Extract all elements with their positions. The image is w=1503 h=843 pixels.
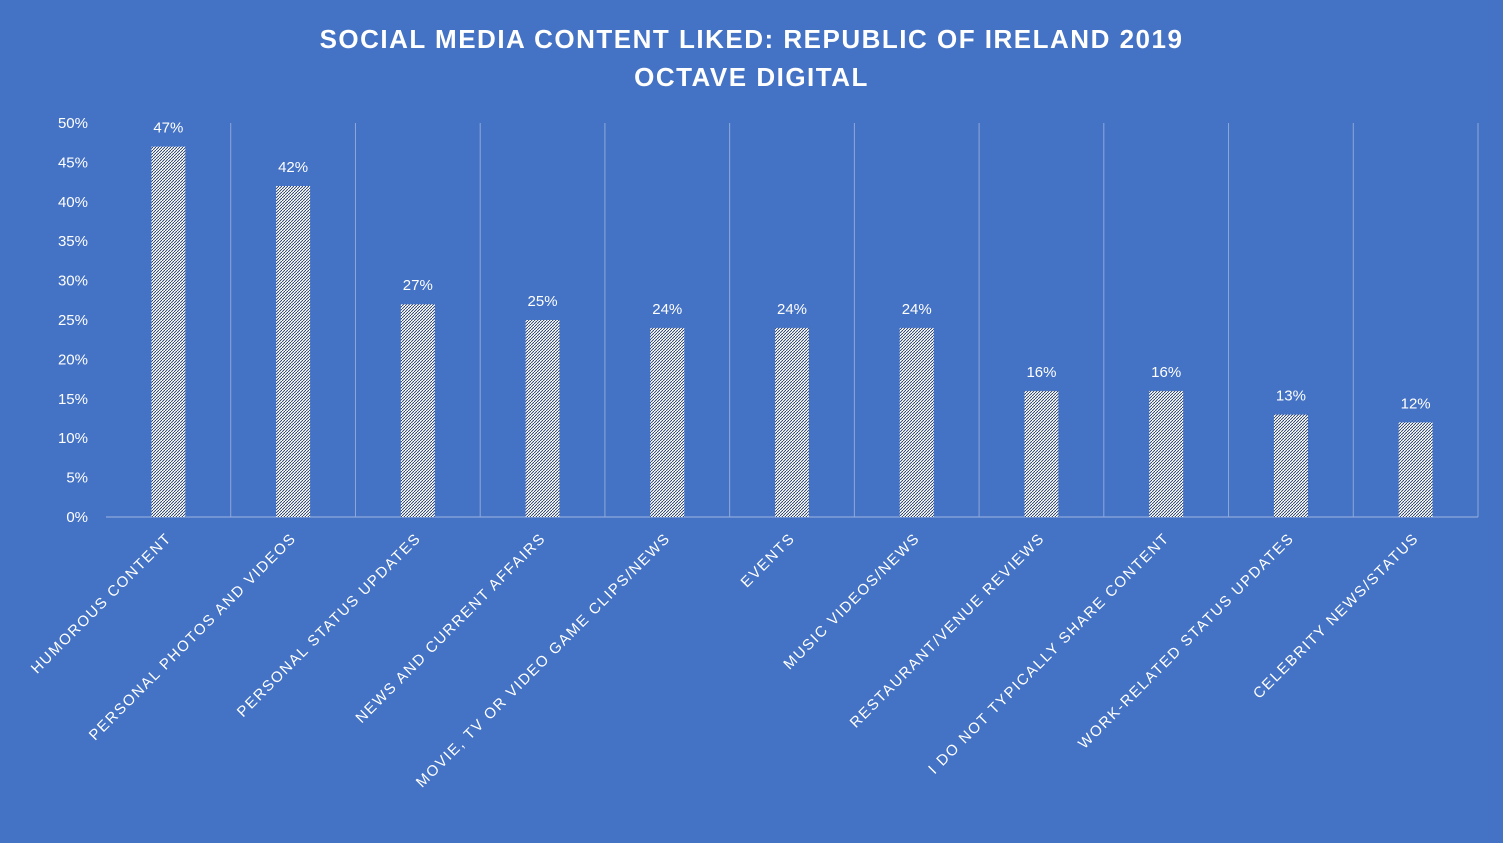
category-label: HUMOROUS CONTENT xyxy=(28,530,175,677)
data-labels: 47% 42% 27% 25% 24% 24% 24% 16% 16% 13% 12% xyxy=(153,120,1430,413)
data-label: 13% xyxy=(1276,388,1306,405)
y-tick-label: 40% xyxy=(58,194,88,211)
category-label: MOVIE, TV OR VIDEO GAME CLIPS/NEWS xyxy=(413,530,674,791)
y-tick-label: 5% xyxy=(66,470,88,487)
bar xyxy=(650,327,685,517)
bar xyxy=(400,304,435,517)
y-tick-label: 30% xyxy=(58,273,88,290)
bar xyxy=(1024,390,1059,517)
bar xyxy=(276,186,311,518)
y-tick-label: 25% xyxy=(58,312,88,329)
data-label: 25% xyxy=(528,293,558,310)
category-label: EVENTS xyxy=(738,530,799,591)
gridlines xyxy=(230,123,1479,517)
data-label: 16% xyxy=(1026,364,1056,381)
bar xyxy=(1149,390,1184,517)
data-label: 12% xyxy=(1401,395,1431,412)
y-tick-label: 10% xyxy=(58,430,88,447)
data-label: 24% xyxy=(652,301,682,318)
data-label: 42% xyxy=(278,159,308,176)
category-label: MUSIC VIDEOS/NEWS xyxy=(780,530,923,673)
chart-subtitle: OCTAVE DIGITAL xyxy=(634,62,869,92)
bar xyxy=(775,327,809,517)
category-label: RESTAURANT/VENUE REVIEWS xyxy=(847,530,1049,732)
chart-title: SOCIAL MEDIA CONTENT LIKED: REPUBLIC OF … xyxy=(319,24,1184,54)
y-tick-label: 45% xyxy=(58,154,88,171)
y-tick-label: 0% xyxy=(66,509,88,526)
y-axis: 0% 5% 10% 15% 20% 25% 30% 35% 40% 45% 50% xyxy=(58,115,1478,526)
data-label: 47% xyxy=(153,120,183,137)
bars xyxy=(151,146,1433,518)
y-tick-label: 20% xyxy=(58,351,88,368)
bar xyxy=(899,327,934,517)
data-label: 24% xyxy=(902,301,932,318)
data-label: 24% xyxy=(777,301,807,318)
y-tick-label: 15% xyxy=(58,391,88,408)
category-label: PERSONAL PHOTOS AND VIDEOS xyxy=(86,530,300,744)
y-tick-label: 35% xyxy=(58,233,88,250)
data-label: 16% xyxy=(1151,364,1181,381)
bar xyxy=(151,146,186,517)
bar xyxy=(1273,414,1308,517)
y-tick-label: 50% xyxy=(58,115,88,132)
category-label: I DO NOT TYPICALLY SHARE CONTENT xyxy=(925,530,1173,778)
category-label: WORK-RELATED STATUS UPDATES xyxy=(1075,530,1298,753)
bar xyxy=(525,320,560,517)
bar xyxy=(1398,422,1433,517)
data-label: 27% xyxy=(403,277,433,294)
